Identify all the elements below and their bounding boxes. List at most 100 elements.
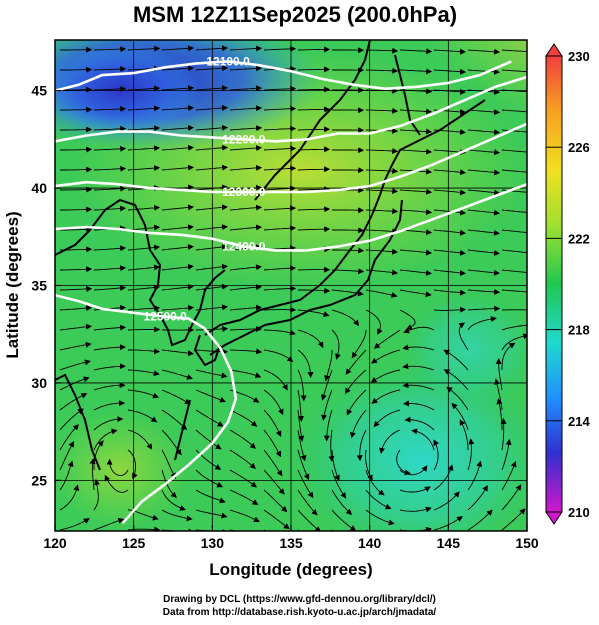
streamline-arrow [229, 326, 263, 332]
x-axis-label: Longitude (degrees) [209, 560, 372, 579]
streamline-arrow [263, 145, 297, 152]
streamline-arrow [229, 369, 262, 379]
streamline-arrow [195, 469, 224, 488]
streamline-arrow [229, 204, 263, 211]
streamline-arrow [501, 460, 517, 491]
streamline-arrow [127, 204, 161, 211]
y-tick-label: 45 [31, 83, 47, 99]
streamline-arrow [161, 283, 194, 291]
streamline-arrow [501, 209, 527, 213]
streamline-arrow [93, 125, 127, 132]
streamline-arrow [263, 509, 290, 530]
streamline-arrow [365, 188, 399, 195]
streamline-arrow [229, 348, 263, 355]
streamline-arrow [501, 229, 527, 233]
y-tick-label: 30 [31, 375, 47, 391]
streamline-arrow [399, 128, 433, 135]
colorbar-tick-label: 214 [568, 414, 590, 429]
colorbar-tick-label: 222 [568, 231, 590, 246]
streamline-arrow [127, 85, 161, 92]
streamline-arrow [501, 333, 527, 351]
streamline-arrow [93, 478, 100, 511]
streamline-arrow [467, 229, 500, 236]
streamline-arrow [127, 369, 160, 377]
streamline-arrow [297, 166, 331, 173]
streamline-arrow [229, 429, 257, 449]
streamline-arrow [60, 106, 93, 113]
streamline-arrow [365, 148, 399, 155]
streamline-arrow [396, 449, 411, 476]
streamline-arrow [161, 164, 195, 171]
streamline-arrow [263, 369, 288, 391]
contour-label: 12100.0 [206, 54, 250, 68]
streamline-arrow [59, 323, 92, 331]
streamline-arrow [59, 359, 91, 371]
streamline-arrow [467, 269, 500, 276]
streamline-arrow [297, 409, 305, 442]
streamline-arrow [60, 266, 93, 273]
streamline-arrow [297, 429, 307, 462]
streamline-arrow [297, 186, 331, 193]
streamline-arrow [298, 287, 331, 294]
streamline-arrow [128, 348, 161, 355]
streamline-arrow [263, 329, 296, 336]
streamline-arrow [501, 438, 512, 471]
streamline-arrow [328, 429, 335, 463]
streamline-arrow [229, 284, 262, 291]
streamline-arrow [501, 342, 516, 370]
streamline-arrow [501, 508, 526, 531]
streamline-arrow [263, 45, 297, 52]
streamline-arrow [365, 67, 399, 74]
streamline-arrow [60, 206, 93, 213]
streamline-arrow [89, 457, 96, 491]
streamline-arrow [297, 369, 307, 402]
colorbar-tick-label: 210 [568, 505, 590, 520]
streamline-arrow [59, 408, 84, 431]
streamline-arrow [195, 243, 228, 251]
streamline-arrow [365, 228, 399, 235]
streamline-arrow [297, 509, 322, 531]
streamline-arrow [127, 125, 161, 132]
streamline-arrow [365, 47, 399, 54]
streamline-arrow [467, 68, 501, 75]
streamline-arrow [93, 363, 126, 371]
streamline-arrow [161, 409, 188, 430]
streamline-arrow [346, 389, 367, 416]
streamline-arrow [467, 129, 501, 136]
streamline-arrow [93, 46, 127, 53]
streamline-arrow [467, 149, 501, 156]
streamline-arrow [501, 249, 527, 254]
streamline-arrow [403, 326, 435, 334]
chart-title: MSM 12Z11Sep2025 (200.0hPa) [132, 2, 458, 27]
streamline-arrow [370, 369, 401, 383]
streamline-arrow [195, 389, 226, 403]
streamline-arrow [161, 204, 194, 211]
streamline-arrow [59, 424, 79, 451]
streamline-arrow [263, 409, 282, 438]
streamline-arrow [356, 429, 367, 462]
streamline-arrow [195, 224, 228, 231]
streamline-arrow [458, 322, 469, 351]
streamline-arrow [501, 149, 527, 153]
streamline-arrow [229, 145, 263, 152]
streamline-arrow [501, 324, 527, 331]
streamline-arrow [161, 85, 195, 92]
streamline-arrow [467, 305, 501, 312]
x-tick-label: 135 [279, 535, 303, 551]
streamline-arrow [501, 484, 522, 511]
streamline-arrow [127, 326, 161, 333]
streamline-arrow [195, 369, 228, 379]
streamline-arrow [467, 288, 501, 295]
streamline-arrow [195, 84, 229, 91]
streamline-arrow [399, 148, 433, 155]
x-tick-label: 125 [122, 535, 146, 551]
streamline-arrow [433, 169, 467, 176]
contour-label: 12300.0 [222, 185, 266, 199]
streamline-arrow [93, 105, 127, 112]
streamline-arrow [263, 265, 297, 272]
streamline-arrow [229, 489, 259, 506]
x-tick-label: 130 [201, 535, 225, 551]
streamline-arrow [106, 458, 129, 477]
streamline-arrow [161, 449, 177, 479]
streamline-arrow [161, 469, 177, 498]
